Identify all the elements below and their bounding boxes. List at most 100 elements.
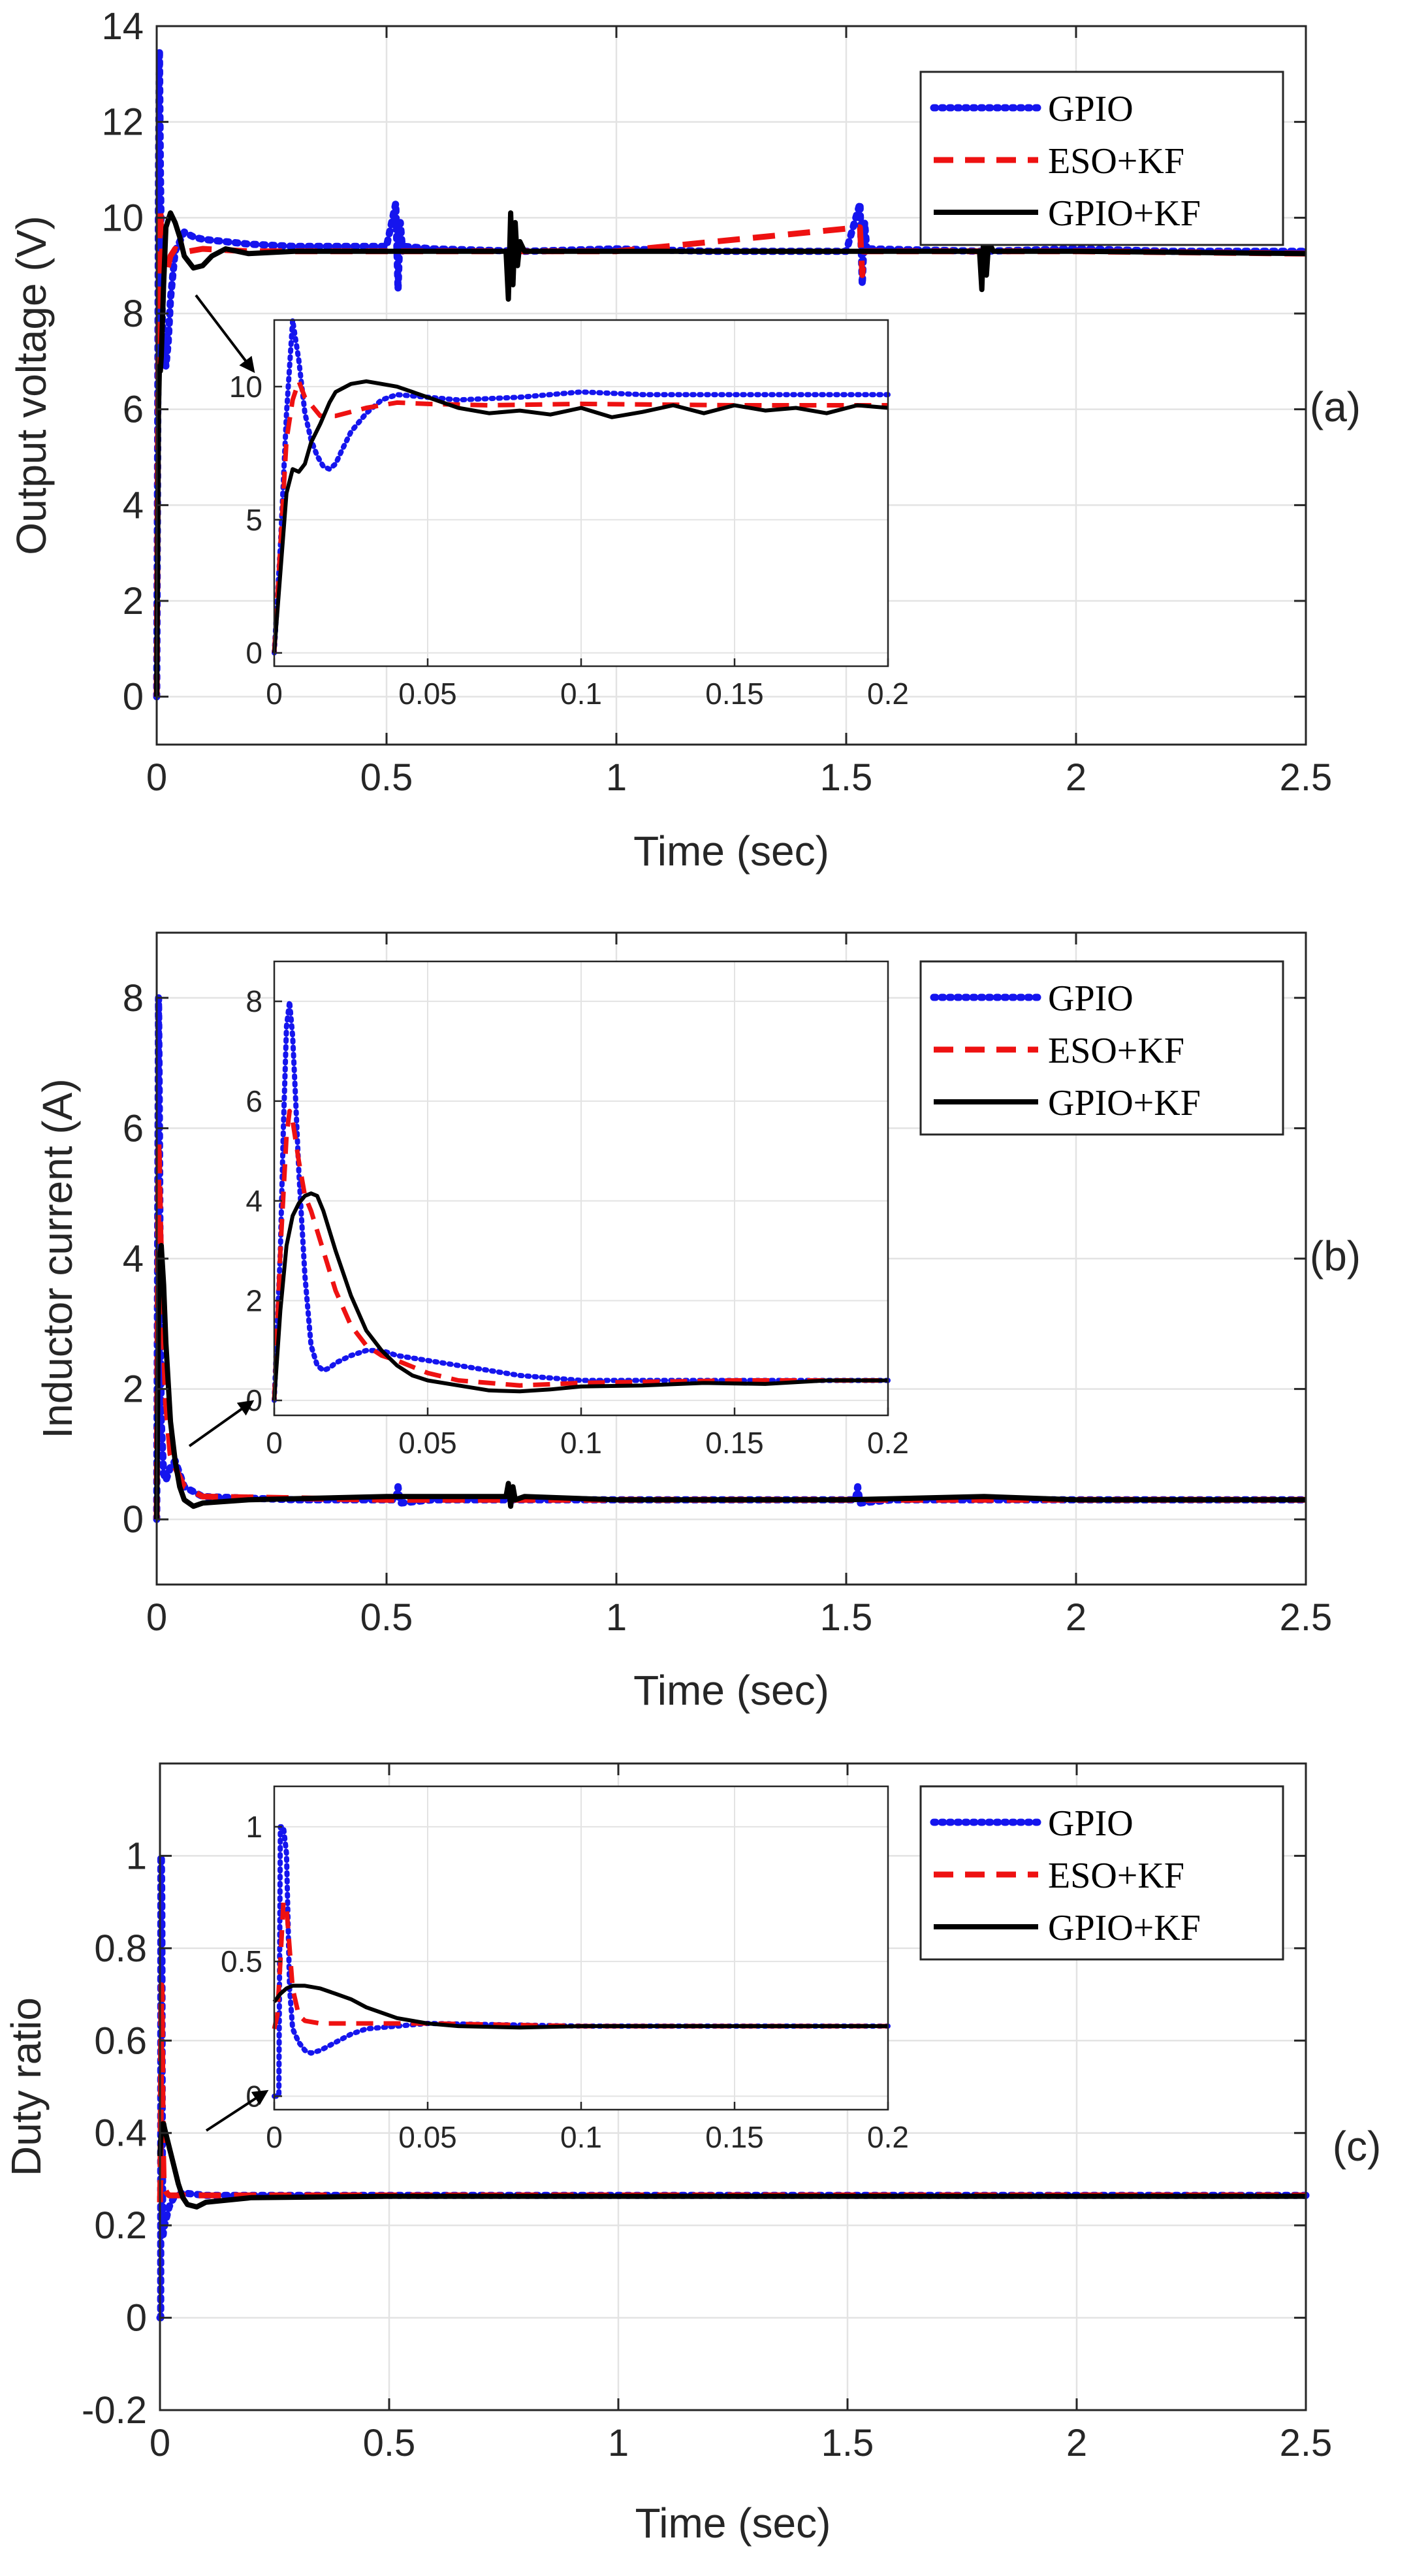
y-tick-label: 4	[123, 484, 144, 526]
legend-label: GPIO	[1048, 1803, 1134, 1844]
inset-x-tick-label: 0.15	[705, 677, 764, 711]
x-tick-label: 1.5	[820, 1596, 873, 1639]
y-tick-label: 0	[123, 1498, 144, 1541]
x-tick-label: 2	[1066, 1596, 1086, 1639]
series-line-gpio	[153, 46, 1310, 701]
y-axis-label: Inductor current (A)	[34, 1078, 81, 1438]
series-line-gpio-kf	[154, 210, 1307, 697]
y-tick-label: 1	[126, 1835, 147, 1877]
zoom-arrow	[195, 294, 255, 374]
axes-frame	[155, 25, 1307, 746]
x-tick-label: 1.5	[820, 756, 873, 799]
x-tick-label: 0	[150, 2422, 170, 2464]
inset-series-gpio-kf	[272, 379, 889, 653]
inset-x-tick-label: 0.1	[560, 2120, 602, 2154]
inset-y-tick-label: 1	[246, 1810, 262, 1844]
legend-label: GPIO+KF	[1048, 1083, 1201, 1123]
x-axis-label: Time (sec)	[633, 828, 829, 875]
x-tick-label: 0	[146, 756, 167, 799]
y-tick-label: -0.2	[82, 2389, 147, 2432]
x-tick-label: 2.5	[1280, 2422, 1333, 2464]
inset-y-tick-label: 0	[246, 636, 262, 670]
y-tick-label: 2	[123, 1368, 144, 1411]
inset-y-tick-label: 0.5	[221, 1944, 262, 1978]
inset-2: 0 0.05 0.1 0.15 0.200.51	[221, 1785, 909, 2154]
inset-series-eso-kf	[272, 1899, 888, 2030]
legend: GPIO ESO+KF GPIO+KF	[919, 1785, 1284, 1961]
inset-y-tick-label: 2	[246, 1283, 262, 1317]
zoom-arrow	[188, 1400, 255, 1447]
panel-label: (a)	[1310, 383, 1361, 430]
axes-frame	[159, 1762, 1307, 2411]
inset-y-tick-label: 6	[246, 1084, 262, 1118]
x-tick-label: 0.5	[360, 756, 413, 799]
series-line-gpio-kf	[157, 2121, 1306, 2210]
x-tick-label: 0	[146, 1596, 167, 1639]
inset-y-tick-label: 8	[246, 984, 262, 1018]
inset-x-tick-label: 0.05	[398, 2120, 457, 2154]
panel-0: 0 0.5 1 1.5 2 2.5 0 2 4 6 8 10 12 14 Time (sec) Output …	[8, 5, 1361, 875]
inset-x-tick-label: 0	[266, 1426, 283, 1460]
inset-x-tick-label: 0.2	[867, 1426, 909, 1460]
y-tick-label: 10	[101, 197, 144, 239]
y-tick-label: 12	[101, 101, 144, 144]
y-tick-label: 0.4	[94, 2112, 147, 2155]
inset-x-tick-label: 0.2	[867, 2120, 909, 2154]
y-axis-label: Duty ratio	[3, 1997, 50, 2176]
inset-x-tick-label: 0.15	[705, 2120, 764, 2154]
inset-x-tick-label: 0.05	[398, 677, 457, 711]
inset-series-gpio	[272, 999, 891, 1404]
inset-x-tick-label: 0	[266, 2120, 283, 2154]
inset-series-gpio-kf	[272, 1984, 888, 2030]
panel-label: (c)	[1333, 2123, 1382, 2170]
legend: GPIO ESO+KF GPIO+KF	[919, 71, 1284, 246]
y-axis-label: Output voltage (V)	[8, 216, 55, 555]
legend-label: GPIO+KF	[1048, 193, 1201, 234]
x-tick-label: 2.5	[1280, 1596, 1333, 1639]
y-tick-label: 6	[123, 1107, 144, 1150]
legend-label: GPIO+KF	[1048, 1908, 1201, 1948]
inset-series-eso-kf	[272, 1108, 888, 1401]
zoom-arrow	[205, 2089, 269, 2132]
x-tick-label: 1.5	[821, 2422, 874, 2464]
series-line-gpio-kf	[154, 1243, 1306, 1520]
y-tick-label: 8	[123, 977, 144, 1020]
y-tick-label: 4	[123, 1238, 144, 1280]
inset-series-gpio	[272, 317, 891, 656]
inset-x-tick-label: 0.2	[867, 677, 909, 711]
panel-label: (b)	[1310, 1232, 1361, 1280]
y-tick-label: 0.8	[94, 1927, 147, 1970]
series-line-eso-kf	[153, 205, 1307, 697]
x-tick-label: 2.5	[1280, 756, 1333, 799]
x-axis-label: Time (sec)	[635, 2500, 831, 2547]
y-tick-label: 8	[123, 293, 144, 335]
x-tick-label: 1	[606, 1596, 627, 1639]
inset-0: 0 0.05 0.1 0.15 0.2 0 5 10	[229, 317, 909, 711]
y-tick-label: 0.6	[94, 2020, 147, 2062]
x-tick-label: 1	[606, 756, 627, 799]
series-line-eso-kf	[157, 1982, 1306, 2202]
inset-y-tick-label: 4	[246, 1184, 262, 1218]
x-tick-label: 1	[608, 2422, 629, 2464]
inset-y-tick-label: 5	[246, 503, 262, 537]
panel-1: 0 0.5 1 1.5 2 2.5 0 2 4 6 8 Time (sec) Inductor curr…	[34, 931, 1361, 1714]
x-tick-label: 2	[1066, 2422, 1087, 2464]
y-tick-label: 0.2	[94, 2204, 147, 2247]
x-tick-label: 2	[1066, 756, 1086, 799]
inset-y-tick-label: 0	[246, 1383, 262, 1417]
inset-series-gpio-kf	[272, 1191, 888, 1401]
legend-label: ESO+KF	[1048, 141, 1184, 182]
y-tick-label: 6	[123, 389, 144, 431]
y-tick-label: 2	[123, 580, 144, 622]
legend-label: ESO+KF	[1048, 1856, 1184, 1896]
inset-x-tick-label: 0.05	[398, 1426, 457, 1460]
x-axis-label: Time (sec)	[633, 1667, 829, 1714]
inset-series-eso-kf	[272, 379, 888, 653]
y-tick-label: 14	[101, 5, 144, 48]
y-tick-label: 0	[126, 2297, 147, 2340]
inset-x-tick-label: 0	[266, 677, 283, 711]
inset-y-tick-label: 10	[229, 370, 262, 404]
legend-label: GPIO	[1048, 89, 1134, 129]
legend: GPIO ESO+KF GPIO+KF	[919, 960, 1284, 1136]
